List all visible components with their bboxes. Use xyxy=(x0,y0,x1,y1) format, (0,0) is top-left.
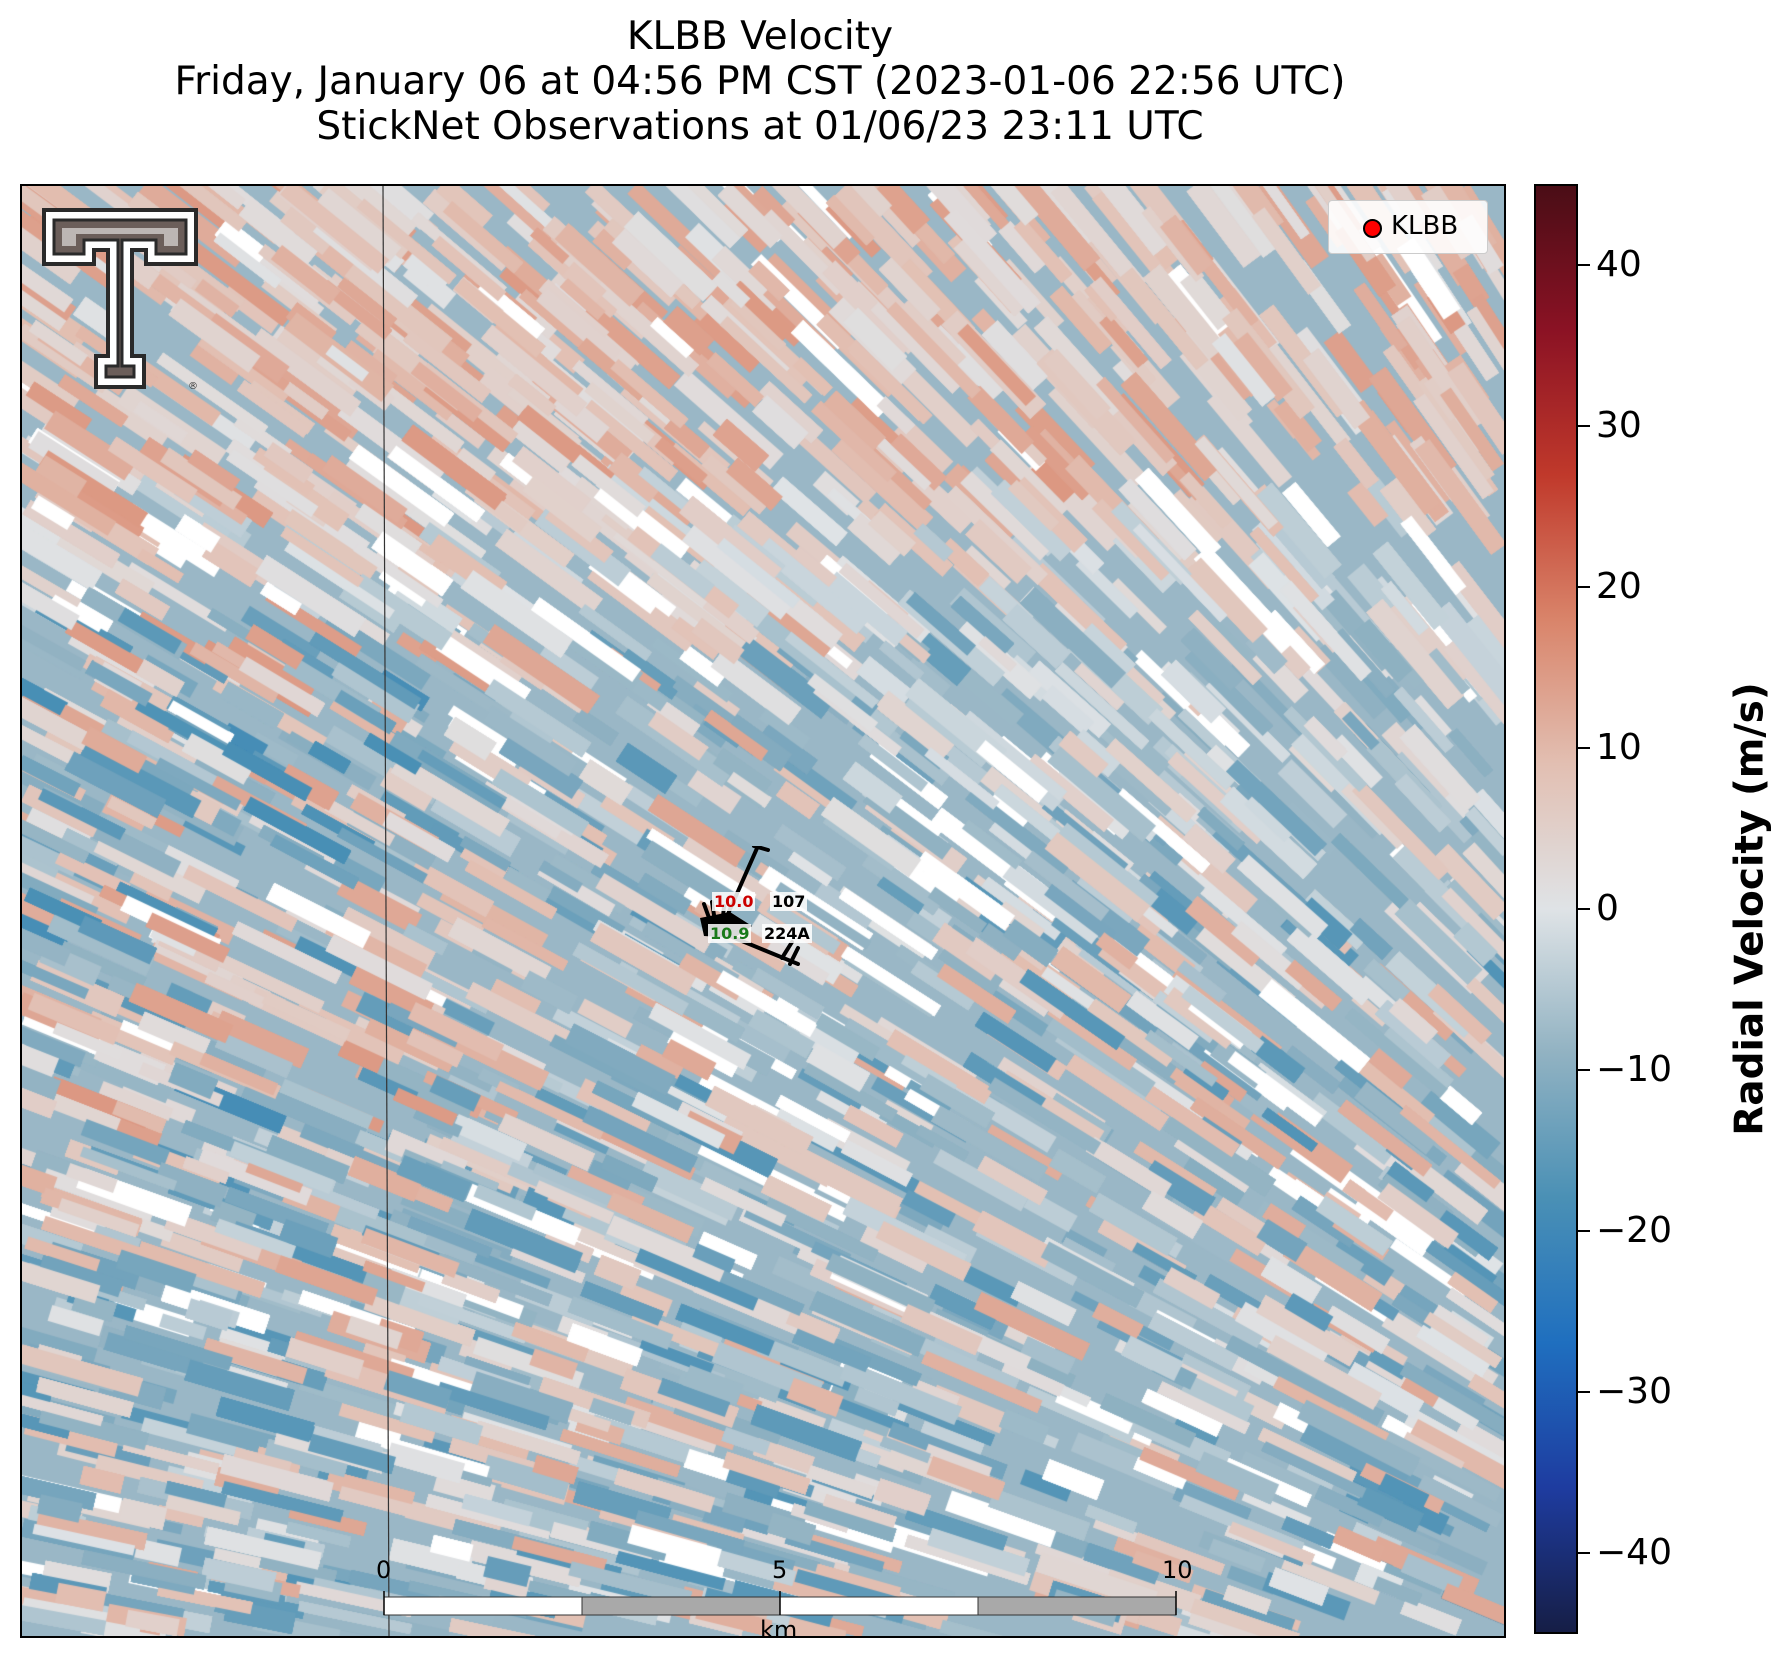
scale-unit: km xyxy=(760,1616,798,1638)
colorbar-tick-label: 30 xyxy=(1596,404,1642,446)
colorbar-tick-label: −40 xyxy=(1596,1532,1672,1574)
legend-label: KLBB xyxy=(1391,211,1459,241)
title-line-2: Friday, January 06 at 04:56 PM CST (2023… xyxy=(174,59,1346,104)
colorbar-tick-label: −30 xyxy=(1596,1371,1672,1413)
colorbar-tick-label: 40 xyxy=(1596,243,1642,285)
scale-tick-0: 0 xyxy=(376,1556,392,1584)
colorbar-tick xyxy=(1578,1069,1590,1072)
colorbar-tick xyxy=(1578,585,1590,588)
map-title: KLBB Velocity Friday, January 06 at 04:5… xyxy=(0,14,1520,149)
station-id-107: 107 xyxy=(770,892,808,911)
colorbar xyxy=(1534,184,1578,1634)
colorbar-tick xyxy=(1578,424,1590,427)
colorbar-tick xyxy=(1578,1391,1590,1394)
colorbar-tick-label: 10 xyxy=(1596,726,1642,768)
colorbar-tick xyxy=(1578,908,1590,910)
colorbar-tick xyxy=(1578,746,1590,749)
klbb-marker-icon xyxy=(1363,219,1382,238)
title-line-3: StickNet Observations at 01/06/23 23:11 … xyxy=(316,104,1204,149)
radar-map[interactable]: ® KLBB 10.0 10.9 107 224A 0 5 10 km xyxy=(20,184,1506,1638)
colorbar-tick-label: −20 xyxy=(1596,1210,1672,1252)
station-dewpoint: 10.9 xyxy=(708,924,752,943)
colorbar-tick xyxy=(1578,1552,1590,1555)
colorbar-tick-label: −10 xyxy=(1596,1049,1672,1091)
county-boundary-line xyxy=(382,186,390,1636)
colorbar-label: Radial Velocity (m/s) xyxy=(1727,682,1773,1136)
title-line-1: KLBB Velocity xyxy=(626,14,894,59)
colorbar-tick-label: 20 xyxy=(1596,565,1642,607)
svg-text:®: ® xyxy=(188,381,198,391)
map-legend: KLBB xyxy=(1328,200,1488,254)
colorbar-tick-label: 0 xyxy=(1596,888,1619,929)
colorbar-tick xyxy=(1578,1230,1590,1233)
radar-velocity-field xyxy=(22,186,1504,1636)
colorbar-tick xyxy=(1578,263,1590,266)
scale-tick-5: 5 xyxy=(772,1556,788,1584)
texas-tech-logo-icon: ® xyxy=(42,208,198,391)
scale-bar xyxy=(383,1591,1177,1616)
station-temperature: 10.0 xyxy=(712,892,756,911)
scale-tick-10: 10 xyxy=(1162,1556,1193,1584)
station-id-224a: 224A xyxy=(762,924,812,943)
sticknet-station-plot[interactable] xyxy=(682,846,852,966)
